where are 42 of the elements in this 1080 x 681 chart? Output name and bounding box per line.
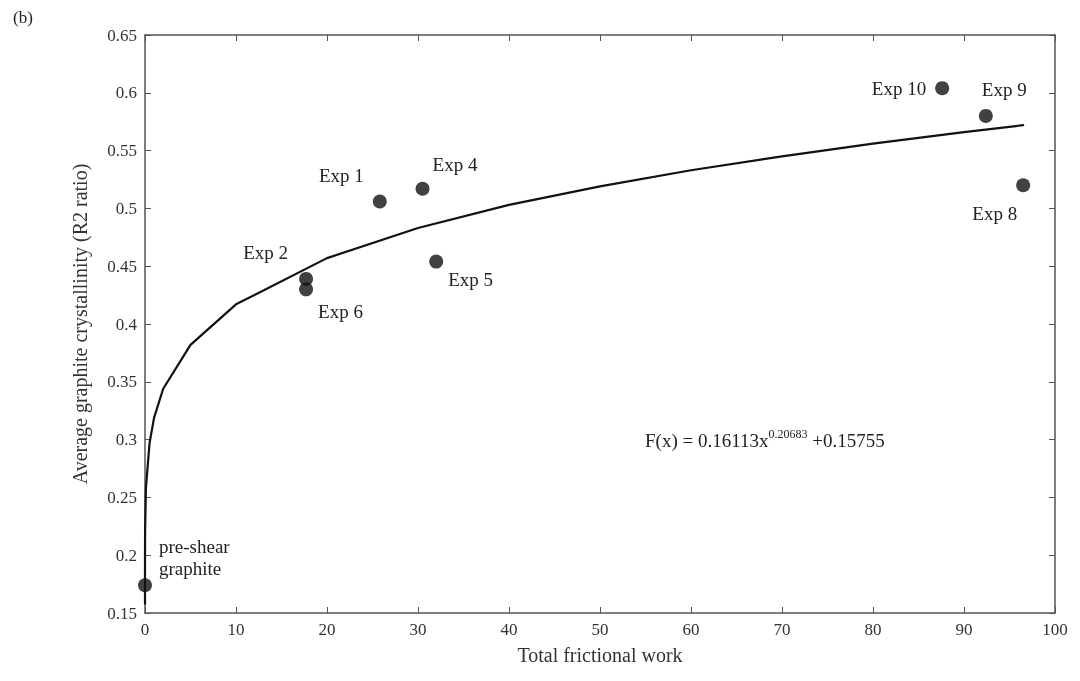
- x-axis-title: Total frictional work: [517, 644, 683, 666]
- point: [935, 81, 950, 96]
- annotation: Exp 8: [972, 202, 1018, 224]
- y-tick-label: 0.15: [107, 603, 137, 623]
- point: [1016, 178, 1031, 193]
- chart-title: (b): [13, 8, 33, 27]
- y-tick-label: 0.5: [115, 198, 137, 218]
- annotation: Exp 6: [318, 300, 363, 322]
- x-tick-label: 20: [318, 620, 336, 639]
- y-tick-label: 0.65: [107, 25, 137, 45]
- point: [372, 194, 387, 209]
- y-tick-label: 0.4: [115, 314, 138, 334]
- annotation: pre-shear graphite: [159, 535, 231, 579]
- x-tick-label: 30: [409, 620, 427, 639]
- x-tick-label: 80: [864, 620, 882, 639]
- point: [978, 108, 993, 123]
- x-tick-label: 10: [227, 620, 245, 639]
- y-tick-label: 0.45: [107, 256, 137, 276]
- y-axis-title: Average graphite crystallinity (R2 ratio): [69, 163, 92, 485]
- y-tick-label: 0.2: [115, 545, 137, 565]
- y-tick-label: 0.6: [115, 83, 137, 103]
- x-tick-label: 100: [1042, 620, 1068, 639]
- y-tick-label: 0.55: [107, 141, 137, 161]
- annotation: Exp 4: [432, 154, 478, 176]
- annotation: Exp 5: [448, 269, 494, 291]
- point: [415, 181, 430, 196]
- y-tick-label: 0.35: [107, 372, 137, 392]
- annotation: Exp 10: [871, 77, 927, 99]
- point: [138, 578, 152, 593]
- point: [429, 254, 444, 269]
- annotation: Exp 9: [981, 79, 1027, 101]
- x-tick-label: 70: [773, 620, 791, 639]
- point: [299, 282, 314, 297]
- y-tick-label: 0.25: [107, 487, 137, 507]
- x-tick-label: 40: [500, 620, 518, 639]
- x-tick-label: 50: [591, 620, 609, 639]
- x-tick-label: 0: [140, 620, 150, 639]
- x-tick-label: 60: [682, 620, 700, 639]
- annotation: Exp 2: [243, 242, 289, 264]
- annotation: Exp 1: [318, 164, 364, 186]
- y-tick-label: 0.3: [115, 430, 137, 450]
- x-tick-label: 90: [955, 620, 973, 639]
